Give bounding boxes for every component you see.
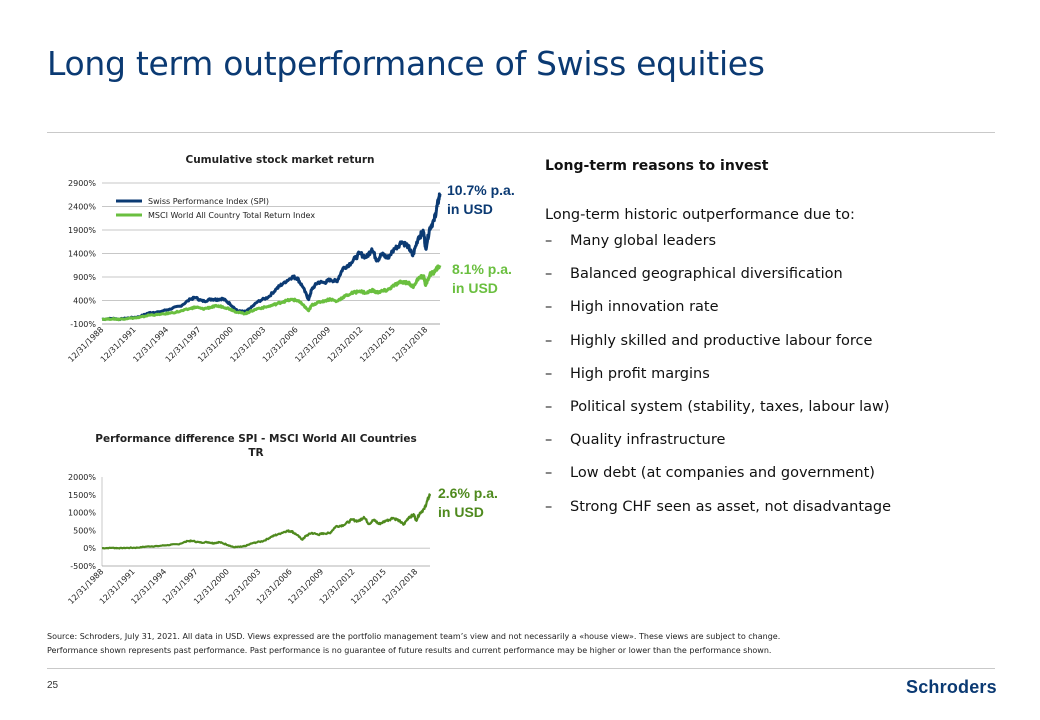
performance-difference-chart: -500%0%500%1000%1500%2000%12/31/198812/3… <box>66 473 432 606</box>
msci-annotation-line1: 8.1% p.a. <box>452 261 512 277</box>
reasons-heading: Long-term reasons to invest <box>545 158 769 174</box>
bullet-dash: – <box>545 332 553 349</box>
list-item: – Balanced geographical diversification <box>545 266 995 299</box>
bullet-dash: – <box>545 299 553 316</box>
bullet-dash: – <box>545 432 553 449</box>
list-item: – High profit margins <box>545 366 995 399</box>
bullet-dash: – <box>545 465 553 482</box>
list-item: – Many global leaders <box>545 233 995 266</box>
source-line-2: Performance shown represents past perfor… <box>47 646 772 655</box>
y-tick-label: 500% <box>73 526 96 535</box>
y-tick-label: 400% <box>73 297 96 306</box>
chart2-title: Performance difference SPI - MSCI World … <box>95 433 417 459</box>
series-line <box>101 264 442 322</box>
reasons-list: – Many global leaders – Balanced geographi… <box>545 233 995 532</box>
reason-text: Low debt (at companies and government) <box>570 465 875 482</box>
bullet-dash: – <box>545 266 553 283</box>
diff-annotation: 2.6% p.a. in USD <box>438 484 498 522</box>
reason-text: Strong CHF seen as asset, not disadvanta… <box>570 498 892 515</box>
reason-text: Highly skilled and productive labour for… <box>570 332 873 349</box>
list-item: – Quality infrastructure <box>545 432 995 465</box>
page-number: 25 <box>47 680 59 691</box>
spi-annotation-line1: 10.7% p.a. <box>447 182 515 198</box>
y-tick-label: -500% <box>70 562 96 571</box>
source-note: Source: Schroders, July 31, 2021. All da… <box>47 630 947 658</box>
y-tick-label: -100% <box>70 320 96 329</box>
bullet-dash: – <box>545 365 553 382</box>
y-tick-label: 1900% <box>68 226 96 235</box>
reason-text: High profit margins <box>570 365 710 382</box>
spi-annotation-line2: in USD <box>447 201 493 217</box>
list-item: – High innovation rate <box>545 299 995 332</box>
list-item: – Low debt (at companies and government) <box>545 465 995 498</box>
msci-annotation-line2: in USD <box>452 280 498 296</box>
y-tick-label: 2900% <box>68 179 96 188</box>
y-tick-label: 2000% <box>68 473 96 482</box>
legend-label: Swiss Performance Index (SPI) <box>148 197 269 206</box>
list-item: – Highly skilled and productive labour fo… <box>545 333 995 366</box>
y-tick-label: 2400% <box>68 203 96 212</box>
footer-divider <box>47 668 995 669</box>
list-item: – Strong CHF seen as asset, not disadvant… <box>545 499 995 532</box>
y-tick-label: 1500% <box>68 491 96 500</box>
schroders-logo: Schroders <box>906 677 997 697</box>
y-tick-label: 1000% <box>68 509 96 518</box>
legend-label: MSCI World All Country Total Return Inde… <box>148 211 315 220</box>
cumulative-return-chart: -100%400%900%1400%1900%2400%2900%12/31/1… <box>66 179 442 364</box>
spi-annotation: 10.7% p.a. in USD <box>447 181 515 219</box>
series-line <box>101 493 432 550</box>
diff-annotation-line1: 2.6% p.a. <box>438 485 498 501</box>
y-tick-label: 900% <box>73 273 96 282</box>
reasons-intro: Long-term historic outperformance due to… <box>545 207 855 223</box>
reason-text: Quality infrastructure <box>570 432 726 449</box>
list-item: – Political system (stability, taxes, lab… <box>545 399 995 432</box>
page-title: Long term outperformance of Swiss equiti… <box>47 44 765 83</box>
reason-text: High innovation rate <box>570 299 719 316</box>
source-line-1: Source: Schroders, July 31, 2021. All da… <box>47 632 781 641</box>
msci-annotation: 8.1% p.a. in USD <box>452 260 512 298</box>
diff-annotation-line2: in USD <box>438 504 484 520</box>
reason-text: Political system (stability, taxes, labo… <box>570 398 890 415</box>
reason-text: Many global leaders <box>570 233 717 249</box>
title-divider <box>47 132 995 133</box>
bullet-dash: – <box>545 233 553 249</box>
series-line <box>101 192 442 322</box>
bullet-dash: – <box>545 498 553 515</box>
chart1-title: Cumulative stock market return <box>185 154 375 166</box>
bullet-dash: – <box>545 398 553 415</box>
reasons-panel: Long-term reasons to invest Long-term hi… <box>545 158 995 532</box>
y-tick-label: 1400% <box>68 250 96 259</box>
reason-text: Balanced geographical diversification <box>570 266 843 283</box>
y-tick-label: 0% <box>83 544 96 553</box>
